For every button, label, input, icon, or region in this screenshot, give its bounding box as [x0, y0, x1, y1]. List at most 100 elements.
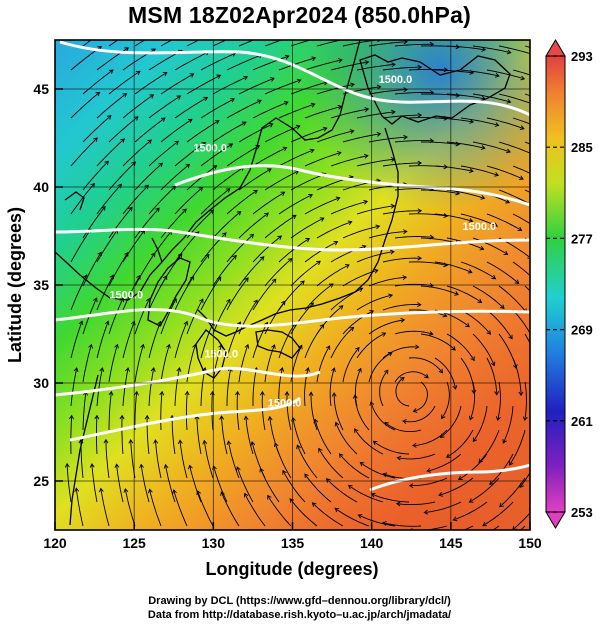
streamline [342, 310, 374, 335]
streamline-arrow [225, 188, 231, 193]
streamline [446, 429, 474, 458]
x-tick-label: 140 [360, 535, 384, 551]
streamline [330, 108, 369, 119]
streamline-arrow [99, 367, 105, 372]
streamline [122, 321, 135, 359]
streamline [252, 235, 282, 263]
streamline [394, 371, 429, 383]
map-title: MSM 18Z02Apr2024 (850.0hPa) [128, 2, 471, 28]
streamline [211, 391, 214, 431]
streamline [408, 213, 448, 217]
streamline-arrow [153, 439, 159, 444]
streamline-arrow [389, 249, 395, 255]
streamline [148, 185, 176, 215]
streamline [238, 40, 255, 47]
streamline [478, 429, 500, 463]
streamline-arrow [235, 466, 241, 472]
streamline-arrow [308, 193, 313, 199]
streamline [486, 69, 525, 80]
streamline-arrow [537, 366, 541, 370]
streamline-arrow [222, 232, 227, 237]
streamline-arrow [149, 94, 155, 99]
streamline-arrow [505, 199, 510, 204]
streamline [245, 416, 254, 455]
streamline [70, 321, 83, 359]
streamline-arrow [440, 414, 446, 420]
streamline [160, 208, 187, 239]
streamline [486, 165, 524, 180]
streamline-arrow [402, 229, 408, 235]
streamline [212, 121, 247, 143]
streamline-arrow [318, 447, 323, 453]
streamline [134, 40, 146, 47]
streamline-arrow [259, 390, 265, 396]
streamline [472, 333, 495, 366]
streamline-arrow [147, 139, 152, 145]
streamline-arrow [64, 462, 70, 468]
colorbar-tick-label: 285 [571, 140, 593, 155]
streamline [458, 453, 488, 480]
streamline-arrow [300, 280, 305, 286]
streamline-arrow [177, 439, 183, 445]
colorbar-tick-label: 269 [571, 323, 593, 338]
streamline-arrow [271, 344, 276, 349]
streamline [267, 495, 292, 527]
streamline-arrow [244, 30, 248, 34]
streamline [278, 149, 314, 167]
streamline [116, 464, 124, 503]
streamline [70, 137, 98, 167]
streamline-arrow [177, 252, 183, 258]
streamline-arrow [452, 385, 458, 390]
streamline [356, 251, 394, 263]
streamline-arrow [335, 196, 341, 202]
streamline-arrow [384, 369, 389, 375]
streamline [278, 194, 313, 215]
streamline [532, 406, 539, 444]
streamline [286, 391, 292, 431]
streamline-arrow [98, 487, 104, 493]
streamline [252, 101, 289, 119]
streamline [160, 118, 193, 143]
streamline [226, 277, 249, 311]
streamline [140, 464, 150, 503]
streamline-arrow [250, 441, 256, 446]
streamline-arrow [349, 326, 355, 332]
streamline-arrow [94, 414, 100, 420]
streamline [356, 205, 395, 215]
streamline [238, 77, 275, 95]
streamline [502, 405, 514, 444]
streamline-arrow [114, 343, 119, 349]
streamline-arrow [144, 414, 150, 420]
streamline [446, 141, 485, 149]
streamline [200, 143, 233, 167]
streamline-arrow [503, 250, 509, 255]
streamline [304, 59, 343, 71]
streamline-arrow [349, 129, 355, 134]
streamline-arrow [336, 151, 342, 156]
streamline-arrow [277, 235, 283, 240]
streamline-arrow [388, 293, 394, 299]
streamline-arrow [74, 487, 80, 493]
streamline-arrow [514, 279, 520, 285]
streamline [82, 69, 114, 95]
streamline-arrow [137, 25, 141, 29]
streamline-arrow [291, 214, 297, 220]
streamline-arrow [494, 122, 500, 127]
streamline [304, 152, 342, 167]
streamline-arrow [403, 134, 408, 140]
streamline-arrow [83, 274, 88, 280]
streamline-arrow [90, 182, 95, 188]
streamline-arrow [333, 240, 339, 246]
y-tick-label: 35 [33, 277, 49, 293]
streamline [330, 155, 368, 167]
streamline [292, 417, 306, 455]
x-tick-label: 150 [518, 535, 542, 551]
streamline-arrow [128, 439, 134, 444]
streamline-arrow [305, 367, 310, 372]
streamline-arrow [531, 440, 535, 444]
streamline [368, 352, 393, 383]
streamline-arrow [542, 230, 546, 234]
streamline-arrow [311, 56, 317, 62]
streamline-arrow [468, 498, 474, 503]
streamline [96, 367, 103, 407]
